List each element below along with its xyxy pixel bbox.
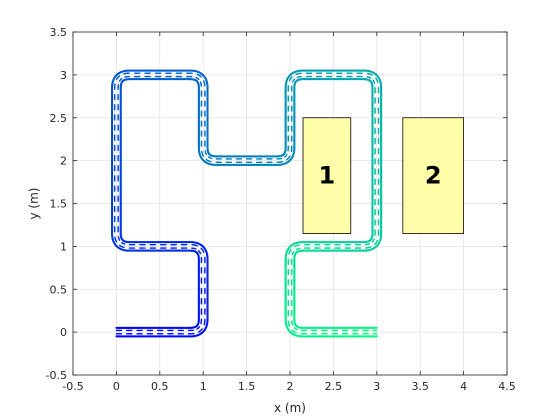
x-tick-label: 0.5 [151,380,169,393]
path-segment [198,250,201,253]
y-tick-label: 3.5 [50,26,68,39]
path-segment [288,323,291,327]
path-segment [201,153,205,157]
path-segment [288,155,291,159]
x-tick-label: 4.5 [498,380,516,393]
y-axis-label: y (m) [27,188,41,220]
obstacle-1 [302,117,352,234]
obstacle-label-2: 2 [425,162,442,190]
obstacle-label-1: 1 [319,162,336,190]
y-tick-label: -0.5 [46,369,67,382]
path-segment [118,244,122,247]
x-axis-label: x (m) [274,401,306,415]
y-tick-label: 0.5 [50,283,68,296]
path-segment [374,242,377,246]
y-tick-label: 2.5 [50,112,68,125]
path-segment [120,77,123,81]
x-tick-label: 1.5 [238,380,256,393]
path-segment [120,241,124,244]
path-segment [293,78,296,81]
x-tick-label: 1 [200,380,207,393]
y-tick-label: 3 [60,69,67,82]
path-segment [198,326,201,329]
path-segment [199,75,202,78]
path-segment [376,80,379,84]
y-tick-label: 2 [60,155,67,168]
x-tick-label: -0.5 [62,380,83,393]
x-tick-label: 2.5 [325,380,343,393]
path-segment [370,73,373,76]
y-tick-label: 0 [60,326,67,339]
path-segment [371,240,374,243]
path-segment [208,160,212,163]
obstacle-2 [402,117,464,234]
path-segment [197,77,200,81]
ticks: -0.5 0 0.5 1 1.5 2 2.5 3 3.5 4 4.5 -0.5 0 0.5 1 1.5 2 2.5… [46,26,516,393]
path-segment [290,76,293,79]
y-tick-label: 1.5 [50,198,68,211]
path-segment [288,251,291,255]
x-tick-label: 3.5 [411,380,429,393]
path-segment [205,152,208,156]
path-segment [200,247,203,251]
x-tick-label: 4 [460,380,467,393]
path-segment [200,328,203,331]
path-segment [285,153,288,157]
path-segment [117,75,121,78]
x-tick-label: 0 [113,380,120,393]
path [111,69,383,338]
x-tick-label: 3 [373,380,380,393]
path-segment [293,331,297,334]
y-tick-label: 1 [60,240,67,253]
path-segment [293,245,297,248]
x-tick-label: 2 [287,380,294,393]
